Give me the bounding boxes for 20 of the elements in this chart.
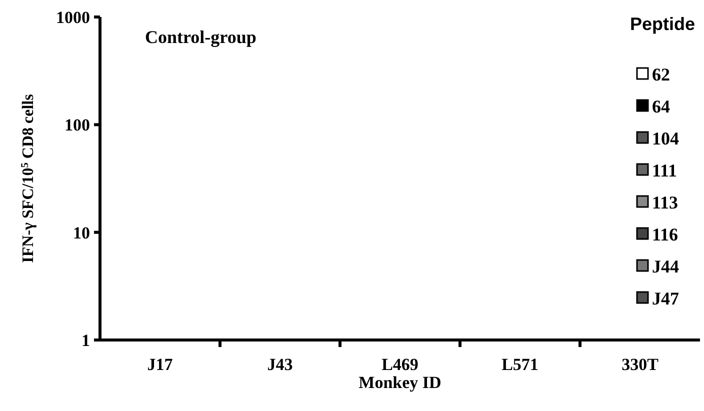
x-axis-title: Monkey ID bbox=[358, 373, 442, 392]
x-tick-label: J17 bbox=[147, 355, 174, 374]
legend-label: J44 bbox=[652, 256, 679, 276]
legend-label: 116 bbox=[652, 224, 678, 244]
legend-label: J47 bbox=[652, 288, 679, 308]
legend-label: 64 bbox=[652, 96, 670, 116]
y-tick-label: 10 bbox=[73, 223, 90, 242]
x-tick-label: L571 bbox=[502, 355, 538, 374]
x-tick-label: L469 bbox=[382, 355, 418, 374]
legend-label: 104 bbox=[652, 128, 679, 148]
legend-title: Peptide bbox=[630, 14, 695, 34]
legend-label: 113 bbox=[652, 192, 678, 212]
y-tick-label: 1 bbox=[82, 330, 90, 350]
y-tick-label: 1000 bbox=[56, 8, 90, 27]
legend-label: 62 bbox=[652, 64, 670, 84]
legend-label: 111 bbox=[652, 160, 678, 180]
y-tick-label: 100 bbox=[64, 116, 90, 135]
x-tick-label: J43 bbox=[267, 355, 293, 374]
text: Control-group bbox=[145, 27, 256, 47]
x-tick-label: 330T bbox=[622, 355, 660, 374]
